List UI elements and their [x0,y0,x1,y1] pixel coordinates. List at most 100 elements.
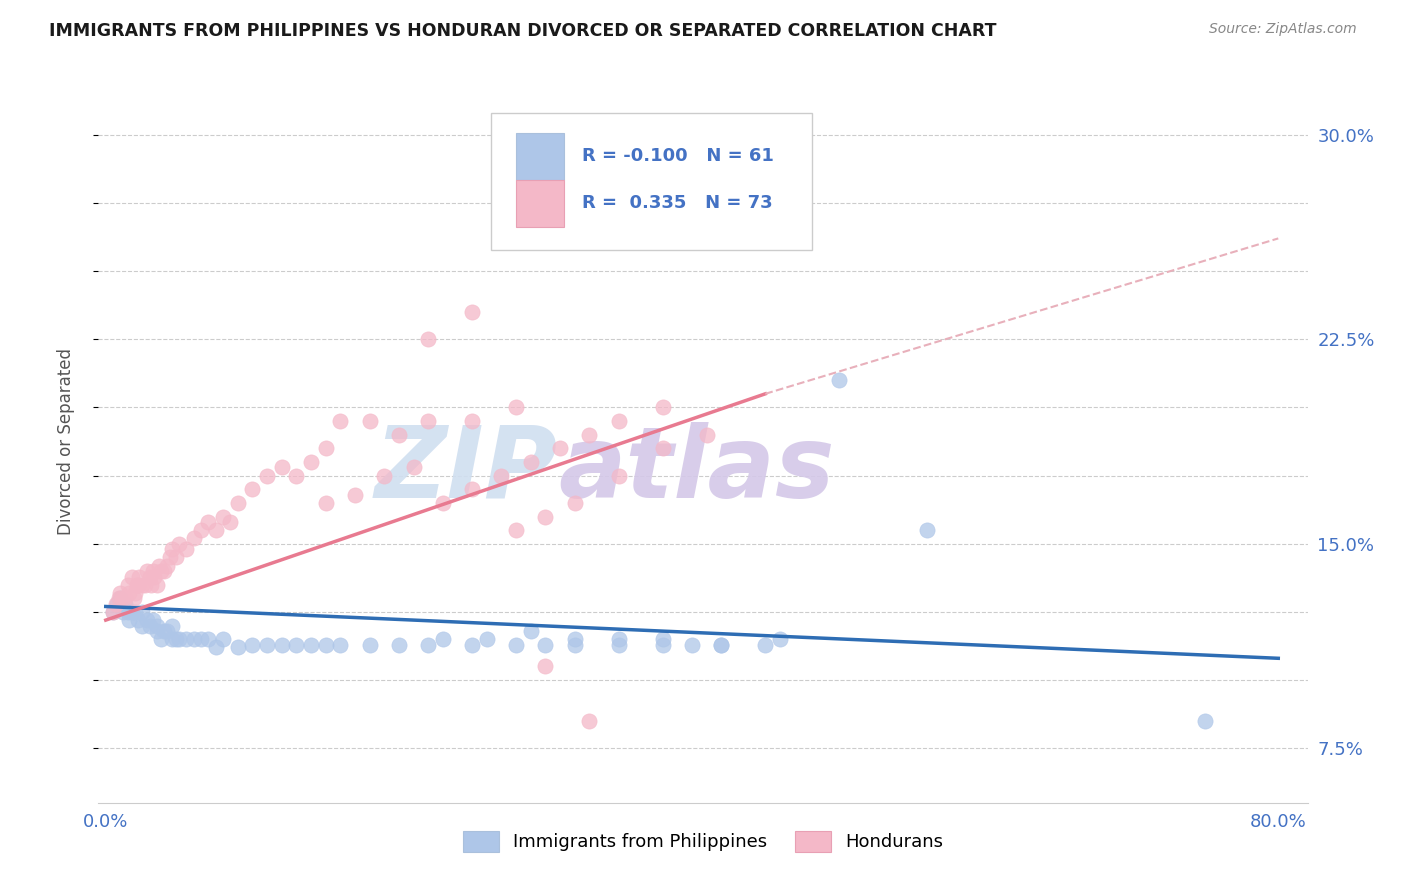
Text: atlas: atlas [558,422,834,519]
Point [165,632,187,647]
Point [111,591,134,606]
Point [256,638,278,652]
Point [135,613,157,627]
FancyBboxPatch shape [492,112,811,250]
Point [131,618,153,632]
Point [118,613,141,627]
Point [534,659,557,673]
Point [270,460,292,475]
Point [505,638,527,652]
Point [418,414,440,428]
Point [212,632,235,647]
Point [315,496,337,510]
Point [127,577,149,591]
Point [114,591,136,606]
Point [204,640,226,655]
Point [150,564,173,578]
Point [160,632,183,647]
Point [607,632,630,647]
Point [520,624,543,638]
Point [148,558,170,573]
Text: ZIP: ZIP [375,422,558,519]
Point [491,468,513,483]
Point [461,482,484,496]
Point [105,597,128,611]
Text: IMMIGRANTS FROM PHILIPPINES VS HONDURAN DIVORCED OR SEPARATED CORRELATION CHART: IMMIGRANTS FROM PHILIPPINES VS HONDURAN … [49,22,997,40]
Point [534,509,557,524]
Point [359,414,381,428]
Point [176,542,198,557]
Point [564,632,586,647]
Point [183,532,205,546]
Bar [516,179,564,227]
Point [461,638,484,652]
Point [564,496,586,510]
Point [915,523,938,537]
Point [256,468,278,483]
Point [118,586,141,600]
Point [754,638,776,652]
Point [176,632,198,647]
Point [101,605,124,619]
Point [107,597,129,611]
Point [696,427,718,442]
Point [142,564,165,578]
Point [117,577,139,591]
Point [127,613,149,627]
Point [240,638,263,652]
Legend: Immigrants from Philippines, Hondurans: Immigrants from Philippines, Hondurans [456,823,950,859]
Point [329,414,352,428]
Point [299,455,322,469]
Point [125,577,148,591]
Point [226,496,249,510]
Point [146,624,169,638]
Point [329,638,352,652]
Point [143,569,166,583]
Point [135,564,157,578]
Point [651,632,673,647]
Point [134,577,156,591]
Point [190,523,212,537]
Point [651,401,673,415]
Point [578,427,600,442]
Point [607,468,630,483]
Point [270,638,292,652]
Point [159,550,181,565]
Text: R =  0.335   N = 73: R = 0.335 N = 73 [582,194,773,212]
Point [138,618,160,632]
Point [153,564,176,578]
Point [285,638,308,652]
Point [651,442,673,456]
Point [112,605,135,619]
Point [124,605,146,619]
Point [101,605,124,619]
Point [219,515,242,529]
Point [183,632,205,647]
Point [128,569,150,583]
Point [197,515,219,529]
Point [226,640,249,655]
Point [121,569,143,583]
Text: R = -0.100   N = 61: R = -0.100 N = 61 [582,147,773,165]
Point [141,577,163,591]
Point [204,523,226,537]
Point [299,638,322,652]
Point [827,373,849,387]
Point [146,577,169,591]
Point [117,605,139,619]
Point [315,442,337,456]
Point [156,624,179,638]
Point [160,542,183,557]
Point [388,427,411,442]
Point [150,632,173,647]
Point [548,442,571,456]
Point [110,591,132,606]
Point [315,638,337,652]
Point [388,638,411,652]
Point [165,550,187,565]
Point [240,482,263,496]
Point [475,632,498,647]
Point [343,488,366,502]
Point [190,632,212,647]
Point [432,632,454,647]
